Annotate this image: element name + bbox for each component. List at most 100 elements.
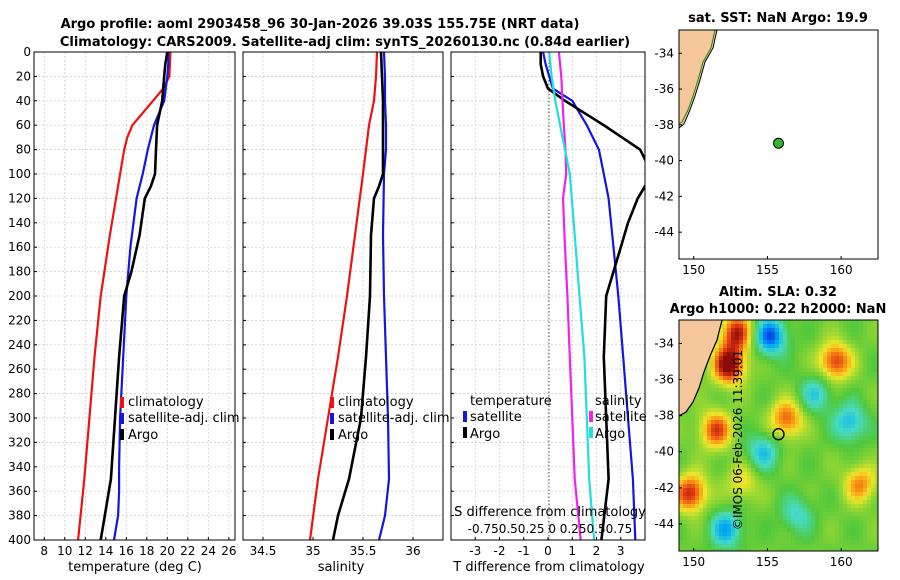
sla-cell — [827, 352, 831, 356]
sla-cell — [763, 448, 767, 452]
sla-cell — [807, 344, 811, 348]
sla-cell — [815, 544, 819, 548]
sla-cell — [827, 448, 831, 452]
sla-cell — [775, 484, 779, 488]
sla-cell — [839, 440, 843, 444]
sla-cell — [795, 528, 799, 532]
x-tick-label: 26 — [221, 544, 236, 558]
sla-cell — [815, 540, 819, 544]
sla-cell — [851, 528, 855, 532]
sla-cell — [719, 480, 723, 484]
sla-cell — [851, 364, 855, 368]
sla-cell — [683, 464, 687, 468]
sla-cell — [767, 528, 771, 532]
sla-cell — [795, 536, 799, 540]
sla-cell — [867, 388, 871, 392]
sla-cell — [751, 548, 755, 551]
sla-cell — [859, 344, 863, 348]
sla-cell — [691, 444, 695, 448]
sla-cell — [711, 468, 715, 472]
sla-cell — [771, 484, 775, 488]
sla-cell — [843, 440, 847, 444]
sla-cell — [743, 492, 747, 496]
sla-cell — [771, 396, 775, 400]
sla-cell — [771, 532, 775, 536]
sla-cell — [747, 372, 751, 376]
sla-cell — [835, 332, 839, 336]
sla-cell — [699, 492, 703, 496]
legend-argo-swatch — [330, 429, 334, 440]
sla-cell — [871, 412, 875, 416]
sla-cell — [715, 408, 719, 412]
x-tick-label: -2 — [494, 544, 506, 558]
sla-cell — [859, 376, 863, 380]
sla-cell — [763, 528, 767, 532]
sla-cell — [743, 368, 747, 372]
sla-cell — [683, 548, 687, 551]
difference-xlabel-top: S difference from climatology — [454, 505, 646, 520]
sla-cell — [759, 460, 763, 464]
sla-cell — [783, 440, 787, 444]
sla-cell — [687, 508, 691, 512]
sla-cell — [815, 348, 819, 352]
sla-cell — [687, 500, 691, 504]
sla-cell — [831, 460, 835, 464]
sla-cell — [871, 424, 875, 428]
sla-cell — [767, 516, 771, 520]
sla-cell — [687, 524, 691, 528]
sla-cell — [823, 512, 827, 516]
sla-cell — [703, 504, 707, 508]
sla-cell — [783, 448, 787, 452]
sla-cell — [831, 360, 835, 364]
sla-cell — [815, 448, 819, 452]
salinity-xlabel: salinity — [318, 560, 365, 575]
sla-cell — [763, 504, 767, 508]
sla-cell — [771, 408, 775, 412]
sla-cell — [715, 412, 719, 416]
sla-cell — [707, 372, 711, 376]
sla-cell — [835, 392, 839, 396]
sla-cell — [811, 392, 815, 396]
sla-cell — [863, 524, 867, 528]
sla-cell — [707, 428, 711, 432]
sla-cell — [867, 540, 871, 544]
sla-cell — [711, 376, 715, 380]
sla-cell — [739, 528, 743, 532]
sla-cell — [699, 516, 703, 520]
sla-cell — [787, 384, 791, 388]
sla-cell — [731, 400, 735, 404]
sla-cell — [763, 496, 767, 500]
sla-cell — [855, 344, 859, 348]
sla-cell — [811, 464, 815, 468]
sla-cell — [735, 424, 739, 428]
sla-cell — [759, 484, 763, 488]
sla-cell — [823, 436, 827, 440]
sla-cell — [783, 432, 787, 436]
sla-cell — [723, 504, 727, 508]
sla-cell — [763, 436, 767, 440]
sla-cell — [843, 476, 847, 480]
sla-cell — [771, 324, 775, 328]
sla-cell — [679, 456, 683, 460]
sla-cell — [863, 356, 867, 360]
sla-cell — [783, 408, 787, 412]
legend-s-argo-label: Argo — [595, 427, 625, 442]
sla-cell — [851, 456, 855, 460]
sla-cell — [707, 504, 711, 508]
difference-legend: temperature satellite Argo salinity sate… — [463, 394, 647, 442]
sla-cell — [747, 388, 751, 392]
sla-cell — [783, 476, 787, 480]
sla-cell — [827, 540, 831, 544]
sla-cell — [787, 456, 791, 460]
sla-cell — [763, 348, 767, 352]
depth-tick-label: 360 — [8, 484, 31, 498]
sla-cell — [855, 528, 859, 532]
sla-cell — [839, 540, 843, 544]
sla-cell — [787, 396, 791, 400]
sla-cell — [771, 388, 775, 392]
sla-cell — [843, 408, 847, 412]
sla-cell — [747, 356, 751, 360]
depth-tick-label: 380 — [8, 509, 31, 523]
sla-cell — [787, 548, 791, 551]
sla-cell — [779, 448, 783, 452]
